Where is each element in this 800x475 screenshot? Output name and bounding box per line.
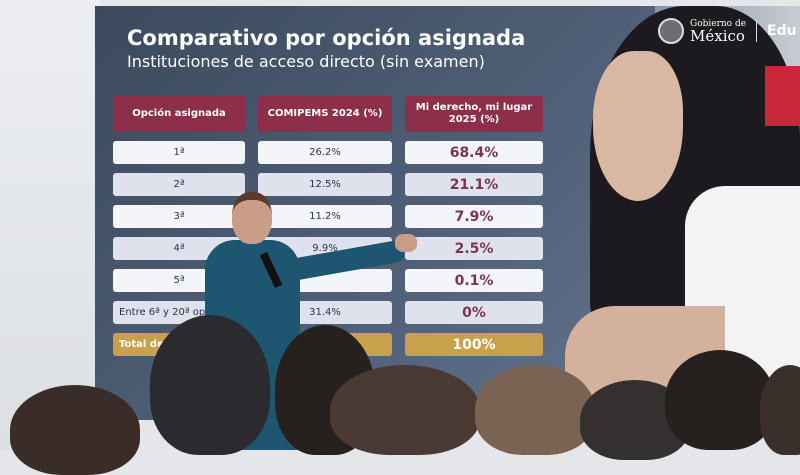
red-logo-mark xyxy=(765,66,800,126)
total-mi-derecho: 100% xyxy=(405,333,543,356)
audience-head xyxy=(665,350,775,450)
header-mi-derecho: Mi derecho, mi lugar 2025 (%) xyxy=(405,96,543,132)
comparison-table: Opción asignada COMIPEMS 2024 (%) Mi der… xyxy=(113,96,543,356)
gobierno-logo: Gobierno de México Edu xyxy=(658,18,797,44)
cell-mi-derecho: 0.1% xyxy=(405,269,543,292)
logo-line2: México xyxy=(690,26,745,45)
speaker-hand xyxy=(395,234,417,252)
audience-head xyxy=(10,385,140,475)
cell-option: 1ª xyxy=(113,141,245,164)
speaker-head xyxy=(232,192,272,244)
audience-head xyxy=(150,315,270,455)
slide-title: Comparativo por opción asignada xyxy=(127,26,526,50)
header-comipems: COMIPEMS 2024 (%) xyxy=(258,96,392,132)
wall xyxy=(0,0,100,450)
cell-comipems: 26.2% xyxy=(258,141,392,164)
cell-option: 3ª xyxy=(113,205,245,228)
seal-icon xyxy=(658,18,684,44)
cell-mi-derecho: 21.1% xyxy=(405,173,543,196)
audience-head xyxy=(760,365,800,455)
cell-option: 2ª xyxy=(113,173,245,196)
audience-head xyxy=(475,365,595,455)
student-face xyxy=(593,51,683,201)
audience-head xyxy=(330,365,480,455)
slide-subtitle: Instituciones de acceso directo (sin exa… xyxy=(127,52,485,71)
cell-comipems: 12.5% xyxy=(258,173,392,196)
header-option: Opción asignada xyxy=(113,96,245,132)
cell-mi-derecho: 7.9% xyxy=(405,205,543,228)
cell-mi-derecho: 2.5% xyxy=(405,237,543,260)
logo-divider xyxy=(756,20,758,42)
logo-line1: Gobierno de xyxy=(690,18,747,29)
cell-comipems: 11.2% xyxy=(258,205,392,228)
cell-mi-derecho: 0% xyxy=(405,301,543,324)
logo-partner: Edu xyxy=(767,23,797,39)
cell-mi-derecho: 68.4% xyxy=(405,141,543,164)
